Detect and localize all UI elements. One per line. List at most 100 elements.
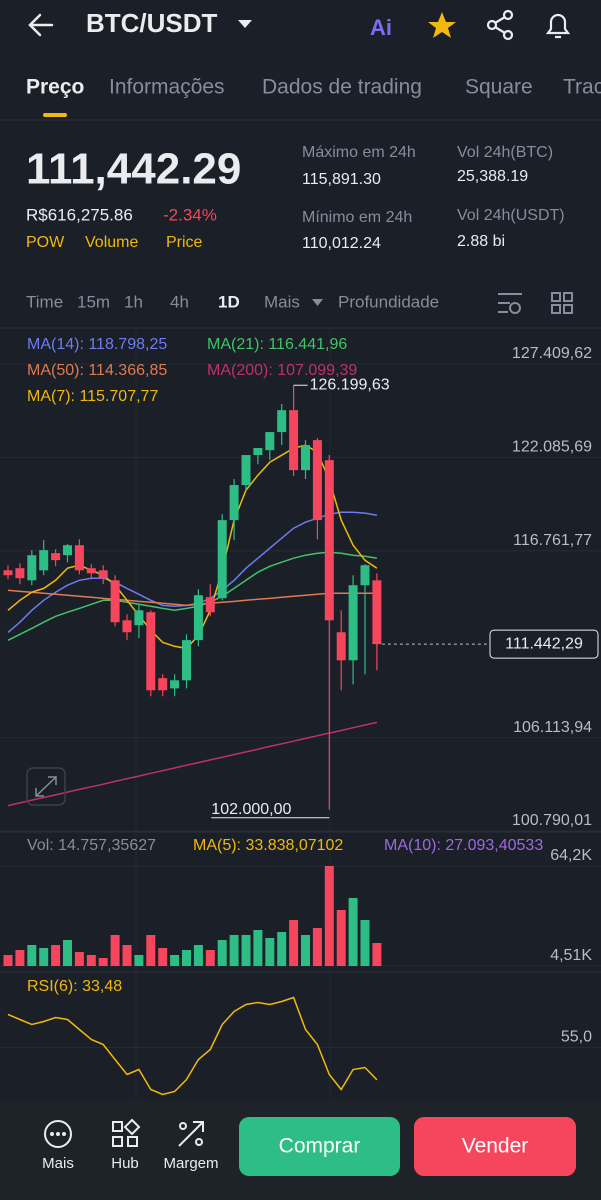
volume-bar [348, 897, 358, 966]
volume-bar [3, 954, 13, 966]
tag[interactable]: Volume [85, 234, 138, 251]
candle-body [205, 597, 215, 613]
volume-bar [205, 950, 215, 966]
candle-body [15, 568, 25, 579]
low-marker-label: 102.000,00 [211, 801, 291, 818]
interval[interactable]: Mais [264, 292, 300, 311]
volume-bar [324, 866, 334, 966]
volume-bar [372, 942, 382, 966]
y-tick-label: 64,2K [550, 847, 592, 864]
interval[interactable]: Profundidade [338, 292, 439, 311]
candle-body [265, 432, 275, 451]
high-marker-label: 126.199,63 [310, 376, 390, 393]
candle-body [110, 580, 120, 623]
tab[interactable]: Preço [26, 76, 84, 99]
notification-bell[interactable] [545, 13, 571, 39]
more-icon[interactable] [44, 1120, 72, 1148]
volume-legend: MA(5): 33.838,07102 [193, 837, 343, 854]
price-grid: 127.409,62 122.085,69 116.761,77 106.113,94… [0, 345, 601, 832]
nav-label[interactable]: Margem [163, 1155, 218, 1172]
ma-legend: MA(200): 107.099,39 [207, 362, 357, 379]
tag[interactable]: POW [26, 234, 65, 251]
stat-value: 2.88 bi [457, 233, 505, 250]
more-caret[interactable] [312, 299, 323, 306]
ma-line [7, 721, 378, 807]
ai-button[interactable]: Ai [370, 15, 392, 40]
volume-bar [170, 954, 180, 966]
stat-value: 110,012.24 [302, 235, 381, 252]
layout-button[interactable] [551, 292, 573, 314]
sell-label[interactable]: Vender [462, 1135, 529, 1158]
interval[interactable]: 4h [170, 292, 189, 311]
candle-body [301, 445, 310, 471]
volume-bar [265, 937, 275, 966]
interval[interactable]: 15m [77, 292, 110, 311]
candle-body [158, 678, 168, 691]
pair-title[interactable]: BTC/USDT [86, 8, 218, 38]
candle-body [324, 460, 334, 621]
candle-body [253, 448, 263, 456]
stat-label: Máximo em 24h [302, 144, 416, 161]
candle-body [182, 640, 191, 681]
y-tick-label: 106.113,94 [513, 719, 592, 736]
y-tick-label: 100.790,01 [512, 812, 592, 829]
rsi-panel: RSI(6): 33,48 55,0 [0, 978, 601, 1096]
candle-body [134, 610, 144, 626]
candle-body [27, 555, 37, 581]
candle-body [3, 570, 13, 576]
nav-label[interactable]: Mais [42, 1155, 74, 1172]
interval[interactable]: 1D [218, 292, 240, 311]
price-change: -2.34% [163, 205, 217, 224]
candle-body [336, 632, 346, 661]
tab[interactable]: Square [465, 76, 533, 99]
ma-legend: MA(50): 114.366,85 [27, 362, 167, 379]
price-markers: 111.442,29 126.199,63 102.000,00 [211, 376, 599, 819]
tab[interactable]: Trac [563, 76, 601, 99]
chart-settings[interactable] [498, 293, 522, 314]
volume-bar [217, 939, 227, 966]
nav-label[interactable]: Hub [111, 1155, 139, 1172]
candle-body [98, 570, 108, 579]
tab[interactable]: Informações [109, 76, 225, 99]
volume-bar [98, 957, 108, 966]
interval[interactable]: Time [26, 292, 63, 311]
candle-body [312, 440, 322, 521]
hub-icon[interactable] [112, 1118, 141, 1147]
ma-legend: MA(14): 118.798,25 [27, 336, 167, 353]
buy-button[interactable] [239, 1117, 400, 1176]
margin-icon[interactable] [178, 1121, 204, 1147]
candle-body [63, 545, 72, 556]
sell-button[interactable] [414, 1117, 576, 1176]
volume-bar [51, 944, 61, 966]
volume-bar [86, 954, 96, 966]
interval[interactable]: 1h [124, 292, 143, 311]
expand-button[interactable] [26, 767, 66, 806]
candle-body [289, 410, 299, 471]
candles [3, 385, 382, 810]
candle-body [348, 585, 358, 661]
y-tick-label: 55,0 [561, 1029, 592, 1046]
ma-line [7, 551, 378, 641]
candle-body [170, 680, 180, 689]
volume-bar [193, 944, 203, 966]
volume-bar [158, 947, 168, 966]
volume-bar [360, 919, 370, 966]
candle-body [360, 565, 370, 586]
stat-value: 25,388.19 [457, 168, 528, 185]
buy-label[interactable]: Comprar [279, 1135, 361, 1158]
share-button[interactable] [486, 9, 514, 41]
interval-bar: Time 15m 1h 4h 1D Mais Profundidade [26, 292, 439, 311]
tab[interactable]: Dados de trading [262, 76, 422, 99]
back-button[interactable] [28, 13, 54, 37]
favorite-star[interactable] [428, 12, 456, 38]
y-tick-label: 127.409,62 [512, 345, 592, 362]
pair-caret[interactable] [238, 20, 252, 28]
y-tick-label: 116.761,77 [513, 532, 592, 549]
candle-body [241, 455, 251, 486]
tag[interactable]: Price [166, 234, 203, 251]
candle-body [277, 410, 287, 433]
candle-body [217, 520, 227, 599]
candle-body [39, 550, 49, 571]
volume-bar [122, 944, 132, 966]
